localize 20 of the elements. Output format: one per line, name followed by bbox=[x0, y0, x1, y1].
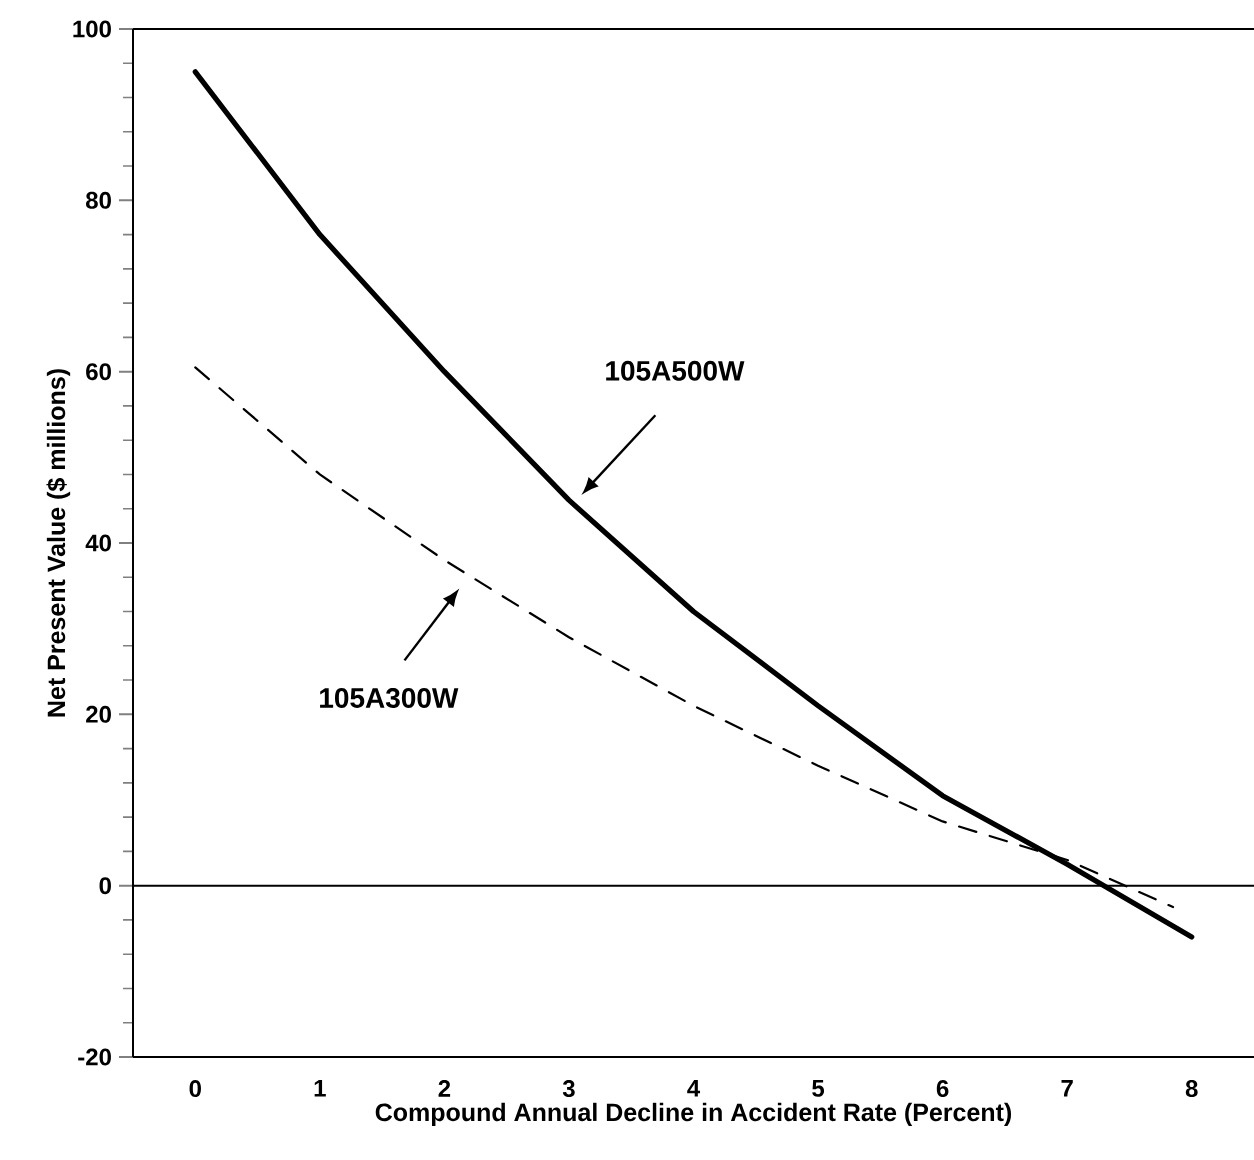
y-tick-label: 0 bbox=[99, 877, 111, 895]
y-tick-label: 60 bbox=[86, 363, 111, 381]
x-axis-title: Compound Annual Decline in Accident Rate (Percent) bbox=[375, 1102, 1012, 1127]
x-tick-label: 7 bbox=[1061, 1080, 1073, 1097]
y-tick-label: 100 bbox=[73, 20, 111, 38]
y-tick-label: 40 bbox=[85, 534, 111, 552]
x-tick-label: 4 bbox=[687, 1080, 701, 1097]
annotation: 105A300W bbox=[320, 688, 459, 708]
annotation: 105A500W bbox=[606, 360, 745, 381]
x-tick-label: 5 bbox=[812, 1080, 825, 1097]
y-tick-label: -20 bbox=[78, 1048, 111, 1066]
x-tick-label: 3 bbox=[562, 1080, 575, 1098]
y-tick-label: 80 bbox=[85, 191, 111, 209]
x-tick-label: 2 bbox=[438, 1080, 451, 1097]
x-tick-label: 1 bbox=[314, 1080, 326, 1097]
x-tick-label: 8 bbox=[1185, 1080, 1198, 1098]
y-axis-title: Net Present Value ($ millions) bbox=[46, 369, 71, 717]
y-tick-label: 20 bbox=[86, 705, 111, 723]
x-tick-label: 6 bbox=[936, 1080, 949, 1098]
x-tick-label: 0 bbox=[189, 1080, 201, 1098]
